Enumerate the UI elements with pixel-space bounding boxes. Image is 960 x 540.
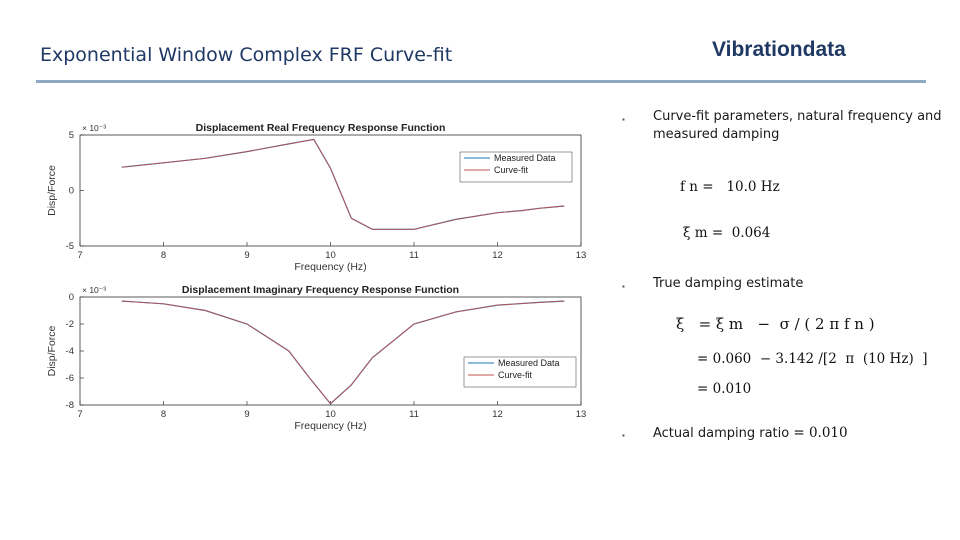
y-tick-label: 5 (69, 130, 74, 141)
x-tick-label: 12 (492, 409, 503, 420)
legend-entry: Measured Data (498, 358, 560, 368)
real-frf-chart: Displacement Real Frequency Response Fun… (46, 122, 587, 273)
legend: Measured Data Curve-fit (463, 356, 577, 388)
y-tick-label: 0 (69, 292, 74, 303)
legend-box (459, 151, 573, 183)
plot-area (79, 296, 582, 406)
bullet-icon: ▪ (622, 282, 625, 291)
imaginary-frf-chart: Displacement Imaginary Frequency Respons… (46, 284, 587, 432)
series-line-curve-fit (121, 138, 565, 230)
y-axis-label: Disp/Force (46, 325, 58, 376)
header-divider (36, 80, 926, 83)
legend-entry: Curve-fit (498, 370, 533, 380)
damping-result: = 0.010 (697, 381, 752, 397)
x-tick-label: 13 (576, 250, 587, 261)
bullet-fit-parameters: Curve-fit parameters, natural frequency … (653, 109, 942, 142)
legend: Measured Data Curve-fit (459, 151, 573, 183)
chart-title: Displacement Imaginary Frequency Respons… (182, 284, 459, 296)
y-tick-label: -2 (66, 319, 74, 330)
y-tick-label: -6 (66, 373, 74, 384)
natural-frequency-line: f n = 10.0 Hz (680, 179, 780, 195)
x-tick-label: 10 (325, 250, 336, 261)
x-tick-label: 9 (244, 409, 249, 420)
x-tick-label: 12 (492, 250, 503, 261)
x-tick-label: 7 (77, 409, 82, 420)
x-tick-label: 10 (325, 409, 336, 420)
bullet-actual-damping: Actual damping ratio = 0.010 (653, 424, 848, 443)
actual-damping-value: = 0.010 (793, 425, 848, 441)
x-tick-label: 8 (161, 250, 166, 261)
y-tick-label: 0 (69, 186, 74, 197)
y-tick-label: -4 (66, 346, 74, 357)
brand-logo-text: Vibrationdata (712, 38, 846, 61)
damping-substitution: = 0.060 − 3.142 /[2 π (10 Hz) ] (697, 351, 928, 367)
bullet-true-damping: True damping estimate (653, 276, 804, 291)
y-tick-label: -8 (66, 400, 74, 411)
plot-area (79, 134, 582, 247)
measured-damping-line: ξ m = 0.064 (683, 225, 771, 241)
y-exponent-label: × 10⁻³ (82, 123, 106, 133)
x-tick-label: 7 (77, 250, 82, 261)
x-tick-label: 9 (244, 250, 249, 261)
series-line-curve-fit (121, 300, 565, 405)
actual-damping-label: Actual damping ratio (653, 426, 790, 441)
y-exponent-label: × 10⁻³ (82, 285, 106, 295)
x-tick-label: 11 (409, 250, 419, 261)
slide-title: Exponential Window Complex FRF Curve-fit (40, 44, 453, 66)
chart-title: Displacement Real Frequency Response Fun… (196, 122, 446, 134)
x-axis-label: Frequency (Hz) (294, 420, 366, 432)
legend-entry: Curve-fit (494, 165, 529, 175)
bullet-icon: ▪ (622, 431, 625, 440)
x-axis-label: Frequency (Hz) (294, 261, 366, 273)
bullet-icon: ▪ (622, 115, 625, 124)
x-tick-label: 11 (409, 409, 419, 420)
y-tick-label: -5 (66, 241, 74, 252)
damping-equation: ξ = ξ m − σ / ( 2 π f n ) (676, 315, 875, 333)
x-tick-label: 8 (161, 409, 166, 420)
legend-entry: Measured Data (494, 153, 556, 163)
legend-box (463, 356, 577, 388)
y-axis-label: Disp/Force (46, 165, 58, 216)
x-tick-label: 13 (576, 409, 587, 420)
